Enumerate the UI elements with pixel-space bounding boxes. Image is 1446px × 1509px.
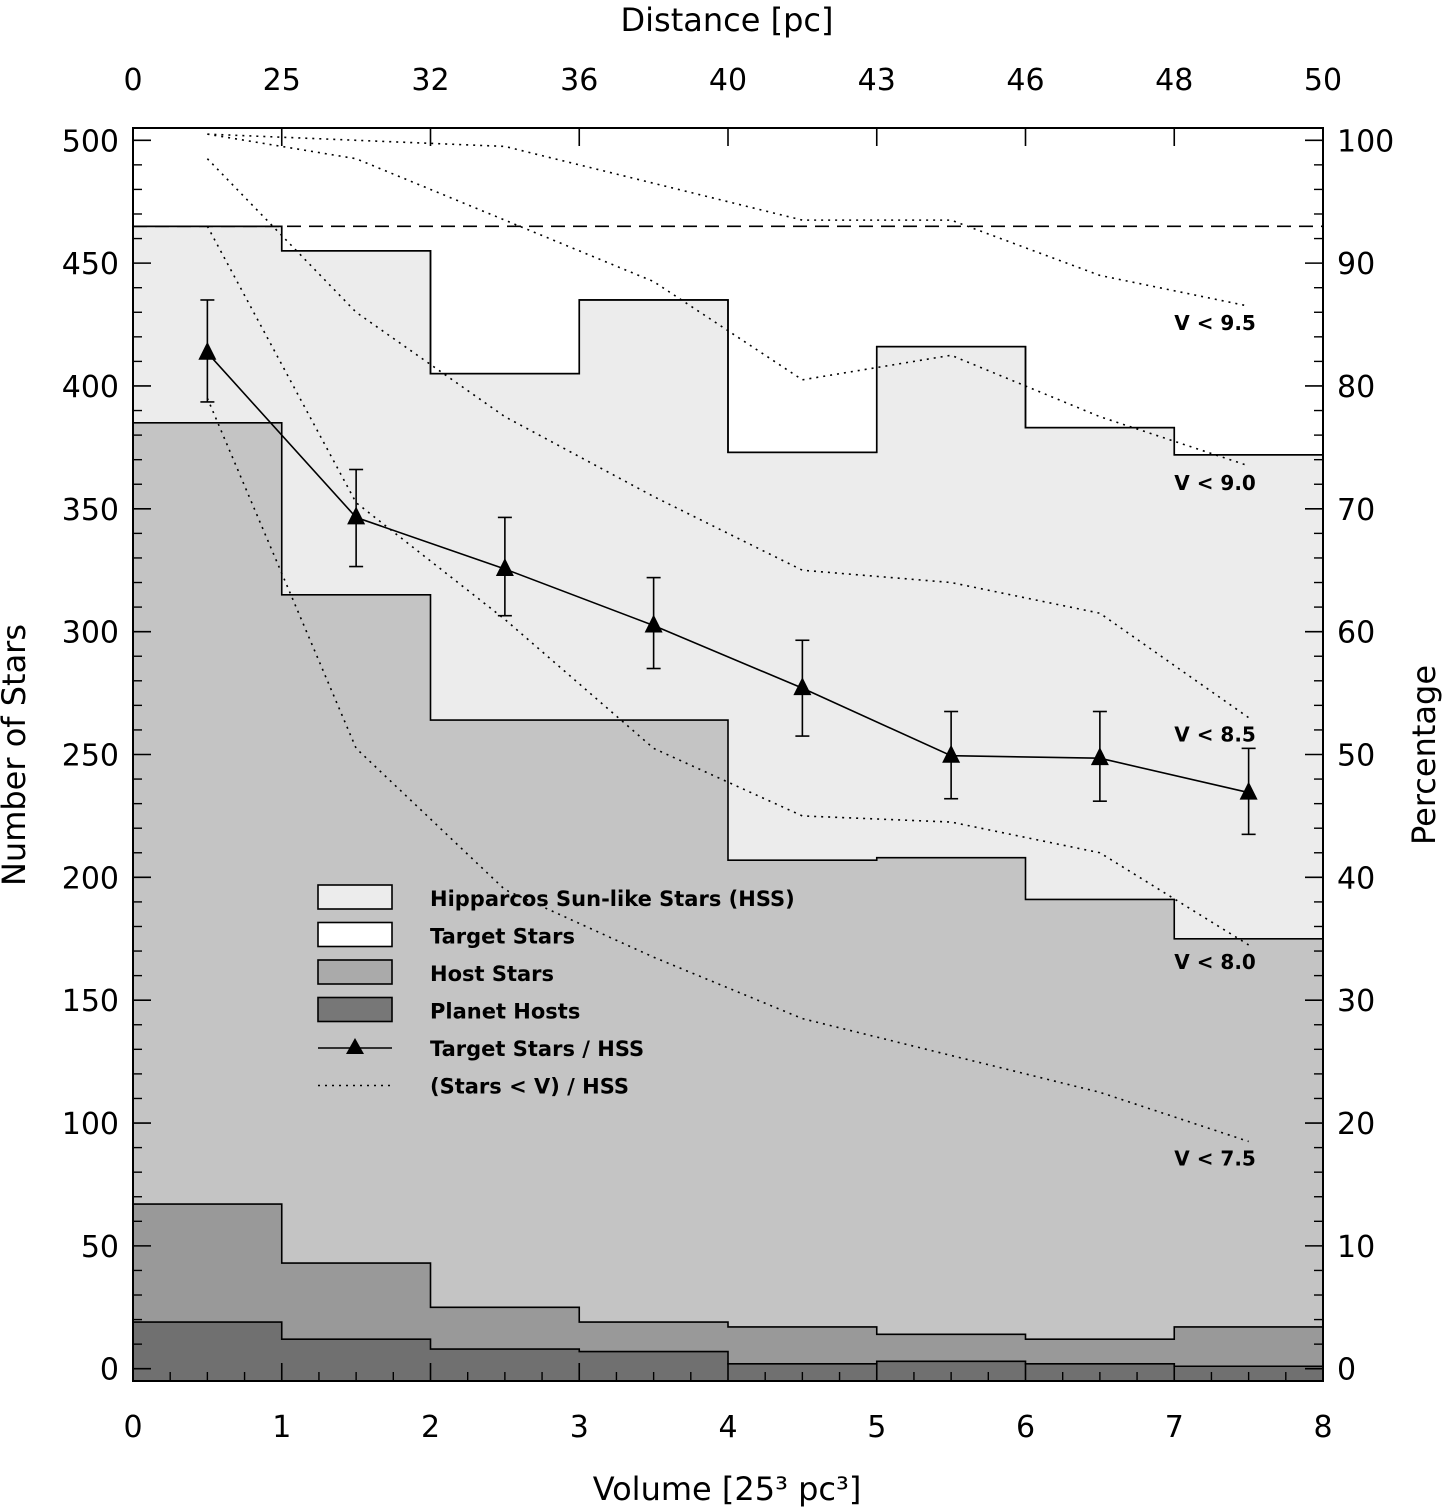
y-tick-label-left-10: 500: [62, 124, 119, 159]
ratio-point-4: [793, 677, 812, 696]
y-axis-label-left: Number of Stars: [0, 624, 33, 886]
legend: Hipparcos Sun-like Stars (HSS) Target Sta…: [317, 884, 795, 1099]
legend-label-1: Target Stars: [430, 925, 575, 949]
histogram-outline-1: [133, 225, 1323, 456]
x-tick-label-top-3: 36: [560, 63, 598, 98]
histogram-outline-2: [133, 422, 1323, 940]
y-tick-label-left-7: 350: [62, 493, 119, 528]
legend-label-0: Hipparcos Sun-like Stars (HSS): [430, 887, 795, 911]
axis-ticks: [132, 128, 1324, 1381]
x-tick-label-top-0: 0: [123, 63, 142, 98]
y-tick-label-right-3: 30: [1337, 984, 1375, 1019]
legend-label-4: Target Stars / HSS: [430, 1037, 644, 1061]
y-tick-label-left-0: 0: [100, 1353, 119, 1388]
legend-triangle-4: [346, 1038, 364, 1054]
dotted-label-1: V < 8.0: [1174, 950, 1256, 974]
y-tick-label-right-1: 10: [1337, 1230, 1375, 1265]
dotted-curve-3: [207, 133, 1249, 467]
histogram-outline-3: [133, 1203, 1323, 1341]
ratio-point-7: [1239, 781, 1258, 800]
y-tick-label-right-10: 100: [1337, 124, 1394, 159]
y-tick-label-right-2: 20: [1337, 1107, 1375, 1142]
legend-swatch-3: [317, 996, 393, 1023]
ratio-line: [206, 352, 1249, 794]
ratio-point-2: [495, 558, 514, 577]
dotted-label-2: V < 8.5: [1174, 723, 1256, 747]
x-tick-label-top-1: 25: [263, 63, 301, 98]
x-tick-label-bottom-5: 5: [867, 1410, 886, 1445]
x-tick-label-bottom-3: 3: [570, 1410, 589, 1445]
y-tick-label-left-5: 250: [62, 739, 119, 774]
y-tick-label-right-7: 70: [1337, 493, 1375, 528]
ratio-point-0: [198, 341, 217, 360]
legend-swatch-2: [317, 959, 393, 985]
x-tick-label-top-7: 48: [1155, 63, 1193, 98]
y-tick-label-right-8: 80: [1337, 370, 1375, 405]
y-tick-label-right-0: 0: [1337, 1353, 1356, 1388]
ratio-point-5: [942, 744, 961, 763]
dotted-label-0: V < 7.5: [1174, 1146, 1256, 1170]
y-tick-label-left-8: 400: [62, 370, 119, 405]
y-axis-label-right: Percentage: [1405, 665, 1443, 845]
y-tick-label-right-6: 60: [1337, 616, 1375, 651]
x-tick-label-bottom-2: 2: [421, 1410, 440, 1445]
y-tick-label-left-9: 450: [62, 247, 119, 282]
y-tick-label-left-3: 150: [62, 984, 119, 1019]
histogram-outline-4: [133, 1321, 1323, 1368]
y-tick-label-right-5: 50: [1337, 739, 1375, 774]
ratio-series: [198, 299, 1258, 836]
legend-label-2: Host Stars: [430, 962, 554, 986]
y-tick-label-left-4: 200: [62, 861, 119, 896]
x-axis-label-bottom: Volume [25³ pc³]: [593, 1470, 862, 1508]
x-tick-label-top-8: 50: [1304, 63, 1342, 98]
ratio-point-6: [1090, 747, 1109, 766]
x-axis-label-top: Distance [pc]: [621, 1, 834, 39]
y-tick-label-right-9: 90: [1337, 247, 1375, 282]
dotted-annotations: V < 7.5 V < 8.0 V < 8.5 V < 9.0 V < 9.5: [1174, 311, 1256, 1170]
x-tick-label-bottom-7: 7: [1165, 1410, 1184, 1445]
y-tick-label-left-2: 100: [62, 1107, 119, 1142]
ratio-point-1: [347, 506, 366, 525]
dotted-curves: [206, 133, 1250, 1143]
dotted-label-4: V < 9.5: [1174, 311, 1256, 335]
x-tick-label-bottom-0: 0: [123, 1410, 142, 1445]
x-tick-label-bottom-6: 6: [1016, 1410, 1035, 1445]
x-tick-label-bottom-8: 8: [1313, 1410, 1332, 1445]
y-tick-label-right-4: 40: [1337, 861, 1375, 896]
dotted-label-3: V < 9.0: [1174, 471, 1256, 495]
y-tick-label-left-6: 300: [62, 616, 119, 651]
x-tick-label-top-5: 43: [858, 63, 896, 98]
legend-swatch-1: [317, 921, 393, 948]
ratio-point-3: [644, 614, 663, 633]
dotted-curve-0: [206, 397, 1249, 1143]
legend-label-3: Planet Hosts: [430, 1000, 580, 1024]
legend-label-5: (Stars < V) / HSS: [430, 1075, 629, 1099]
y-tick-label-left-1: 50: [81, 1230, 119, 1265]
x-tick-label-bottom-4: 4: [718, 1410, 737, 1445]
x-tick-label-top-2: 32: [411, 63, 449, 98]
x-tick-label-top-4: 40: [709, 63, 747, 98]
x-tick-label-bottom-1: 1: [272, 1410, 291, 1445]
x-tick-label-top-6: 46: [1006, 63, 1044, 98]
tick-labels: 0012523233644054364674885005010015020025…: [62, 63, 1395, 1445]
legend-swatch-0: [317, 884, 393, 910]
